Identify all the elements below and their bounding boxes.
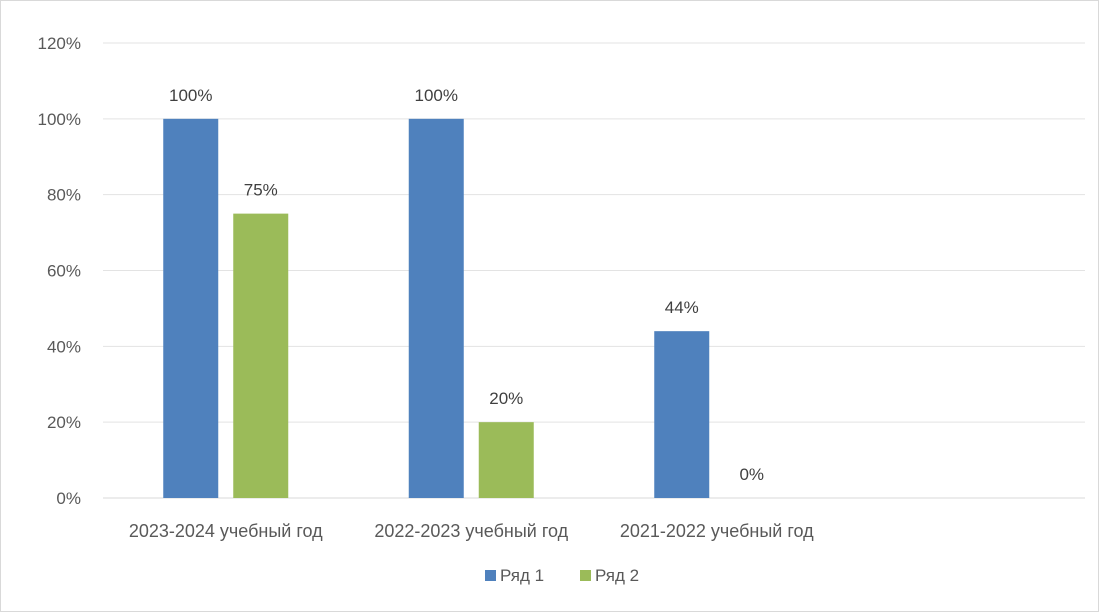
- y-tick-label: 60%: [47, 262, 81, 281]
- y-tick-label: 0%: [56, 489, 81, 508]
- legend-swatch: [580, 570, 591, 581]
- data-label: 75%: [244, 181, 278, 200]
- x-category-label: 2021-2022 учебный год: [620, 521, 814, 541]
- data-label: 44%: [665, 298, 699, 317]
- bar: [163, 118, 219, 498]
- data-label: 20%: [489, 389, 523, 408]
- y-tick-label: 120%: [38, 34, 81, 53]
- y-tick-label: 80%: [47, 186, 81, 205]
- legend-label: Ряд 1: [500, 566, 544, 585]
- y-tick-label: 40%: [47, 337, 81, 356]
- data-label: 100%: [169, 86, 212, 105]
- x-category-label: 2022-2023 учебный год: [374, 521, 568, 541]
- data-label: 100%: [415, 86, 458, 105]
- y-tick-label: 100%: [38, 110, 81, 129]
- data-label: 0%: [739, 465, 764, 484]
- legend-label: Ряд 2: [595, 566, 639, 585]
- x-category-label: 2023-2024 учебный год: [129, 521, 323, 541]
- legend-swatch: [485, 570, 496, 581]
- bar: [233, 213, 289, 498]
- y-tick-label: 20%: [47, 413, 81, 432]
- bar: [654, 331, 710, 498]
- bar: [478, 422, 534, 498]
- bar: [408, 118, 464, 498]
